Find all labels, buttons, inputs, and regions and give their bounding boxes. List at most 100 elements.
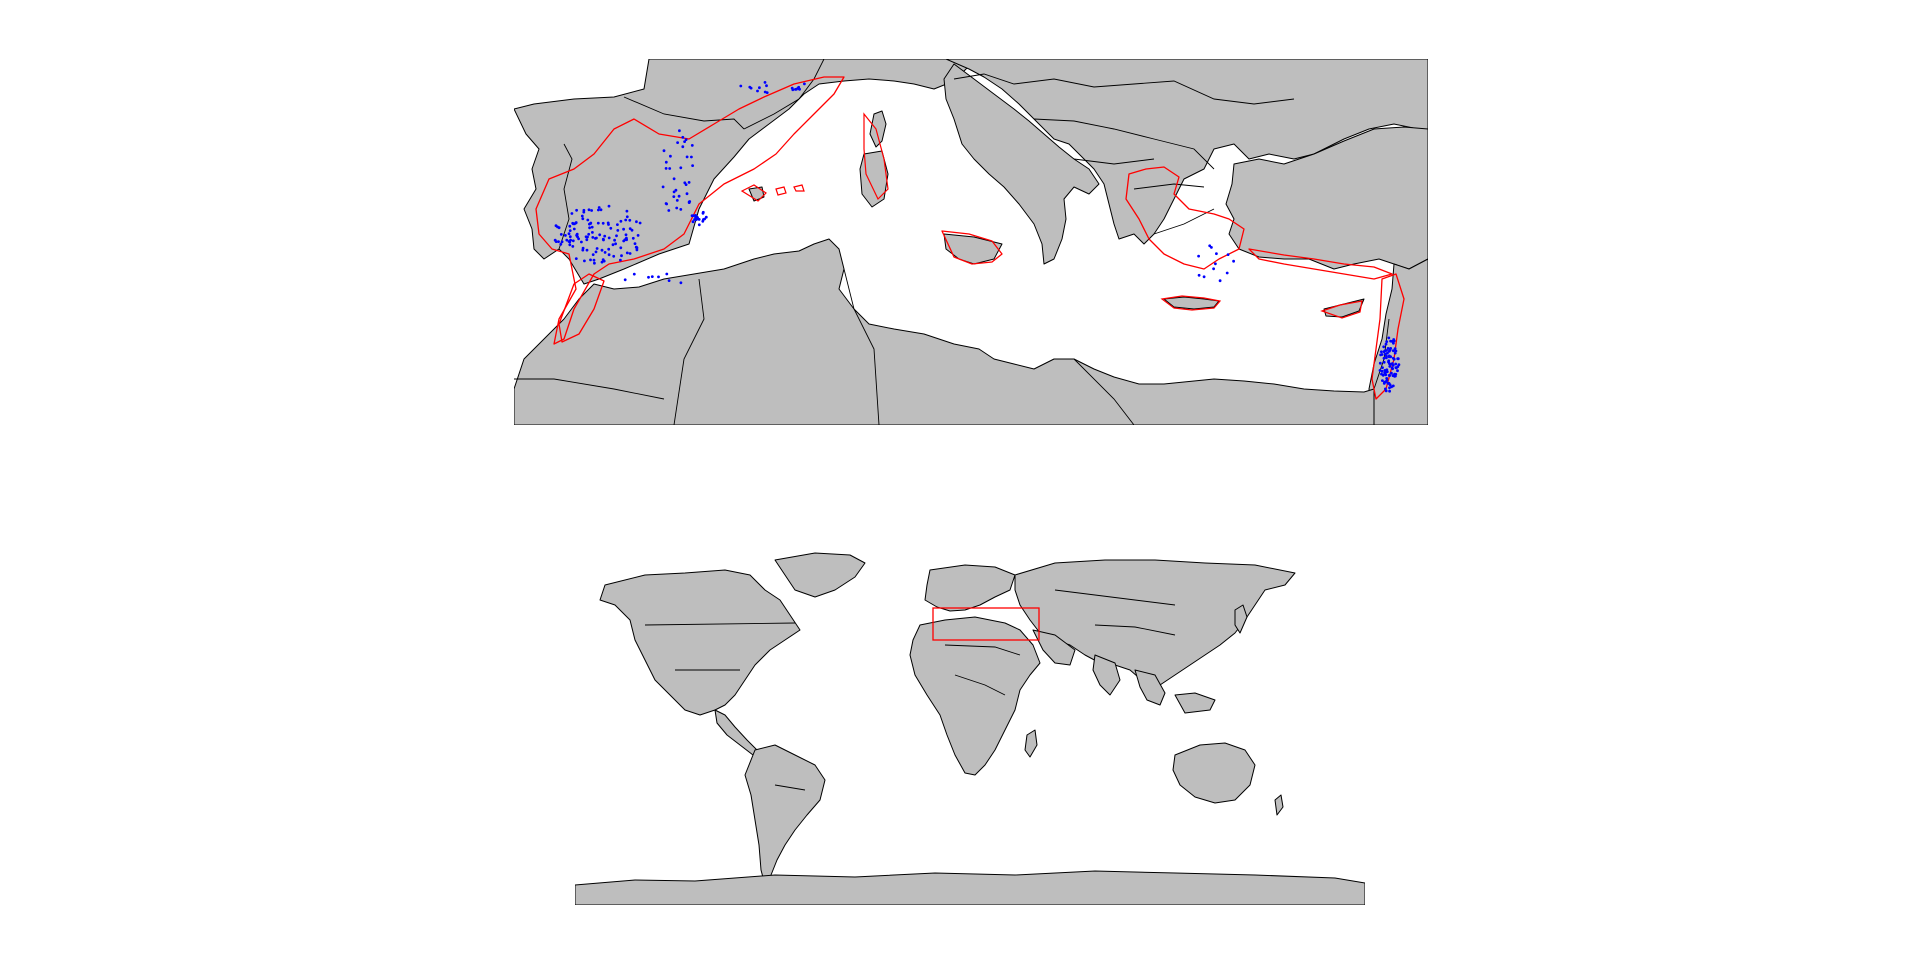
occurrence-point xyxy=(591,236,595,239)
occurrence-point xyxy=(1218,279,1222,283)
occurrence-point xyxy=(624,218,628,222)
occurrence-point xyxy=(565,238,569,242)
occurrence-point xyxy=(675,206,679,210)
occurrence-point xyxy=(694,214,698,217)
occurrence-point xyxy=(665,202,668,206)
occurrence-point xyxy=(763,90,767,94)
occurrence-point xyxy=(631,236,635,240)
occurrence-point xyxy=(683,181,687,185)
occurrence-point xyxy=(571,245,575,248)
occurrence-point xyxy=(636,234,640,237)
occurrence-point xyxy=(1382,356,1386,360)
occurrence-point xyxy=(614,242,617,246)
occurrence-point xyxy=(635,220,638,224)
occurrence-point xyxy=(1391,374,1395,377)
occurrence-point xyxy=(667,209,671,212)
occurrence-point xyxy=(1385,349,1388,352)
range-cyprus xyxy=(1320,300,1363,319)
occurrence-point xyxy=(1210,246,1213,249)
occurrence-point xyxy=(571,239,575,243)
occurrence-point xyxy=(569,238,572,242)
occurrence-point xyxy=(681,135,685,139)
mallorca xyxy=(748,186,765,202)
occurrence-point xyxy=(1379,353,1382,357)
occurrence-point xyxy=(1225,271,1229,275)
occurrence-point xyxy=(1389,347,1393,350)
occurrence-point xyxy=(1381,379,1384,382)
occurrence-point xyxy=(798,87,801,91)
occurrence-point xyxy=(575,208,578,212)
occurrence-point xyxy=(607,247,611,251)
occurrence-point xyxy=(1396,357,1400,361)
occurrence-point xyxy=(1392,341,1395,345)
occurrence-point xyxy=(577,237,580,241)
occurrence-point xyxy=(739,84,743,88)
occurrence-point xyxy=(690,155,693,159)
occurrence-point xyxy=(603,251,607,254)
occurrence-point xyxy=(678,129,681,133)
occurrence-point xyxy=(1385,354,1388,358)
range-balearics xyxy=(740,184,805,202)
occurrence-point xyxy=(1197,273,1201,277)
occurrence-point xyxy=(597,208,600,212)
occurrence-point xyxy=(612,254,616,258)
occurrence-point xyxy=(1214,262,1217,266)
occurrence-point xyxy=(586,235,589,239)
occurrence-point xyxy=(1384,342,1388,346)
occurrence-point xyxy=(628,227,632,231)
occurrence-point xyxy=(596,221,600,225)
occurrence-point xyxy=(589,221,593,225)
occurrence-point xyxy=(591,253,595,256)
occurrence-point xyxy=(683,140,686,143)
occurrence-point xyxy=(567,232,571,236)
occurrence-point xyxy=(1392,339,1396,343)
occurrence-point xyxy=(601,221,605,225)
occurrence-point xyxy=(665,272,669,276)
occurrence-point xyxy=(619,219,623,223)
occurrence-point xyxy=(763,81,767,84)
occurrence-point xyxy=(687,181,691,184)
occurrence-point xyxy=(635,248,639,252)
occurrence-point xyxy=(633,242,637,246)
occurrence-point xyxy=(1378,361,1382,365)
italy-boot xyxy=(943,63,1100,265)
occurrence-point xyxy=(1382,360,1386,364)
occurrence-point xyxy=(600,260,604,264)
occurrence-point xyxy=(557,240,560,244)
occurrence-point xyxy=(1385,340,1389,343)
occurrence-point xyxy=(691,220,695,224)
occurrence-point xyxy=(593,261,596,265)
occurrence-point xyxy=(696,216,699,220)
range-iberia xyxy=(535,76,845,345)
occurrence-point xyxy=(668,167,672,170)
africa xyxy=(909,616,1041,776)
occurrence-point xyxy=(625,236,628,240)
occurrence-point xyxy=(560,240,564,244)
occurrence-point xyxy=(701,211,705,215)
occurrence-point xyxy=(553,238,557,242)
occurrence-point xyxy=(582,208,586,212)
occurrence-points xyxy=(553,81,1401,393)
occurrence-point xyxy=(1391,362,1394,365)
occurrence-point xyxy=(1387,349,1391,353)
occurrence-point xyxy=(667,279,671,282)
occurrence-point xyxy=(568,235,572,239)
occurrence-point xyxy=(1384,380,1387,384)
occurrence-point xyxy=(664,160,668,164)
occurrence-point xyxy=(1378,369,1382,372)
occurrence-point xyxy=(570,212,574,215)
occurrence-point xyxy=(1388,386,1391,390)
south-america xyxy=(744,744,826,886)
occurrence-point xyxy=(803,82,806,86)
anatolia xyxy=(1225,126,1428,270)
occurrence-point xyxy=(613,238,616,242)
occurrence-point xyxy=(1381,373,1385,377)
occurrence-point xyxy=(1384,387,1387,391)
corsica xyxy=(869,110,887,148)
occurrence-point xyxy=(574,221,578,225)
occurrence-point xyxy=(572,227,576,231)
world-map-svg xyxy=(575,552,1365,905)
occurrence-point xyxy=(690,214,694,218)
mediterranean-map xyxy=(514,59,1428,425)
range-anatolia-coast xyxy=(1248,248,1393,280)
